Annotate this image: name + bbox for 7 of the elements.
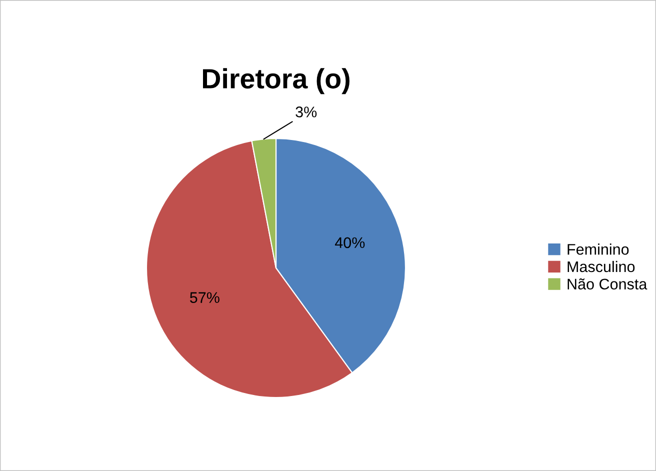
chart-title: Diretora (o): [203, 68, 350, 94]
legend-label: Não Consta: [568, 278, 648, 290]
legend-label: Feminino: [568, 244, 629, 255]
data-label: 3%: [296, 106, 317, 118]
data-label: 40%: [334, 237, 365, 248]
legend-label: Masculino: [568, 260, 635, 272]
data-label: 57%: [190, 292, 220, 303]
